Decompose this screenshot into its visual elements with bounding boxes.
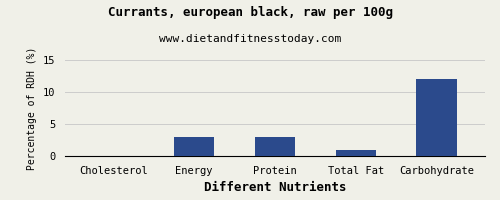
Text: Currants, european black, raw per 100g: Currants, european black, raw per 100g	[108, 6, 393, 19]
Text: www.dietandfitnesstoday.com: www.dietandfitnesstoday.com	[159, 34, 341, 44]
Bar	[174, 137, 214, 156]
Y-axis label: Percentage of RDH (%): Percentage of RDH (%)	[27, 46, 37, 170]
Bar	[336, 150, 376, 156]
Bar	[416, 79, 457, 156]
Bar	[255, 137, 295, 156]
X-axis label: Different Nutrients: Different Nutrients	[204, 181, 346, 194]
